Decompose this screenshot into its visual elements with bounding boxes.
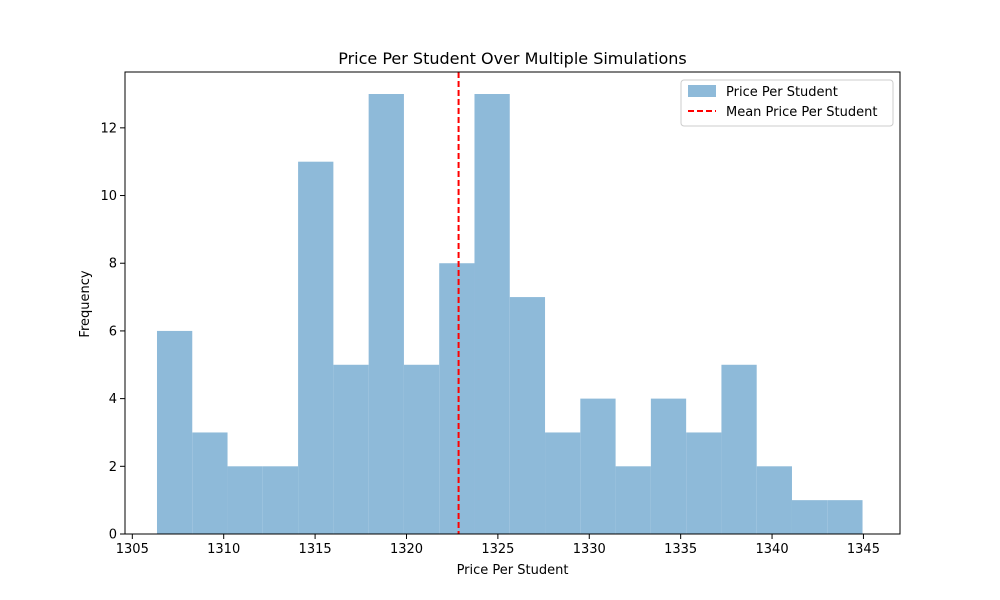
histogram-bar bbox=[615, 466, 651, 534]
histogram-bar bbox=[827, 500, 863, 534]
legend-swatch-price-per-student bbox=[688, 85, 716, 97]
histogram-bars bbox=[156, 94, 863, 534]
x-tick-label: 1310 bbox=[207, 542, 240, 557]
histogram-bar bbox=[791, 500, 828, 534]
y-tick-label: 6 bbox=[109, 324, 117, 339]
histogram-bar bbox=[580, 398, 616, 534]
legend: Price Per Student Mean Price Per Student bbox=[680, 79, 894, 127]
legend-box bbox=[680, 79, 894, 127]
y-tick-label: 4 bbox=[109, 392, 117, 407]
histogram-bar bbox=[721, 364, 757, 534]
x-axis-ticks: 1305 1310 1315 1320 1325 1330 1335 1340 1345 bbox=[116, 534, 880, 557]
histogram-bar bbox=[686, 432, 722, 534]
y-tick-label: 2 bbox=[109, 460, 117, 475]
histogram-bar bbox=[333, 364, 369, 534]
histogram-bar bbox=[545, 432, 581, 534]
x-tick-label: 1335 bbox=[664, 542, 697, 557]
histogram-bar bbox=[227, 466, 263, 534]
chart-title: Price Per Student Over Multiple Simulati… bbox=[338, 49, 687, 68]
histogram-bar bbox=[368, 94, 404, 534]
y-tick-label: 0 bbox=[109, 528, 117, 543]
y-axis-ticks: 0 2 4 6 8 10 12 bbox=[100, 121, 125, 543]
histogram-bar bbox=[262, 466, 299, 534]
y-tick-label: 8 bbox=[109, 257, 117, 272]
histogram-bar bbox=[156, 330, 193, 534]
x-tick-label: 1305 bbox=[116, 542, 149, 557]
x-tick-label: 1320 bbox=[390, 542, 423, 557]
histogram-bar bbox=[474, 94, 510, 534]
y-axis-label: Frequency bbox=[78, 270, 93, 337]
x-tick-label: 1345 bbox=[847, 542, 880, 557]
y-tick-label: 12 bbox=[100, 121, 117, 136]
x-tick-label: 1340 bbox=[756, 542, 789, 557]
histogram-bar bbox=[439, 263, 475, 534]
x-tick-label: 1330 bbox=[573, 542, 606, 557]
histogram-bar bbox=[192, 432, 228, 534]
histogram-bar bbox=[756, 466, 792, 534]
x-tick-label: 1315 bbox=[299, 542, 332, 557]
histogram-bar bbox=[509, 297, 546, 534]
histogram-bar bbox=[650, 398, 687, 534]
histogram-bar bbox=[403, 364, 440, 534]
plot-frame bbox=[124, 71, 901, 535]
legend-label-mean-price-per-student: Mean Price Per Student bbox=[726, 105, 877, 120]
legend-label-price-per-student: Price Per Student bbox=[726, 85, 838, 100]
x-axis-label: Price Per Student bbox=[457, 563, 569, 578]
x-tick-label: 1325 bbox=[481, 542, 514, 557]
histogram-bar bbox=[298, 161, 334, 534]
y-tick-label: 10 bbox=[100, 189, 117, 204]
